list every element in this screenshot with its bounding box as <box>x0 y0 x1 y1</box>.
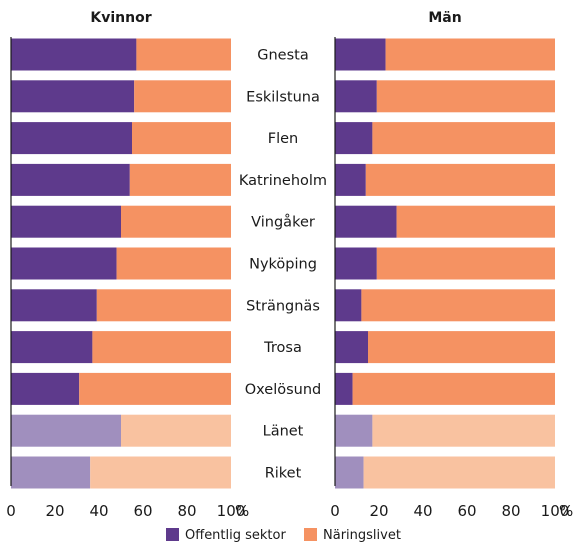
legend-swatch-naringslivet <box>304 528 317 541</box>
bar-men-offentlig-9 <box>335 414 373 447</box>
bar-women-naringsliv-7 <box>92 331 232 364</box>
bar-men-offentlig-4 <box>335 205 397 238</box>
bar-women-naringsliv-2 <box>132 122 231 155</box>
bar-men-offentlig-1 <box>335 80 377 113</box>
bar-women-naringsliv-3 <box>129 163 231 196</box>
tick-label-men-100: 100 <box>541 502 570 520</box>
category-label-2: Flen <box>268 131 298 147</box>
tick-label-women-20: 20 <box>45 502 64 520</box>
tick-label-men-20: 20 <box>369 502 388 520</box>
bar-women-offentlig-1 <box>11 80 135 113</box>
bar-men-naringsliv-1 <box>376 80 555 113</box>
bar-women-naringsliv-10 <box>90 456 231 489</box>
tick-label-men-80: 80 <box>501 502 520 520</box>
bar-women-offentlig-9 <box>11 414 121 447</box>
tick-label-men-40: 40 <box>413 502 432 520</box>
bar-women-offentlig-6 <box>11 289 97 322</box>
plot-area: 0 20 40 60 80 100% 0 20 40 60 80 100% Gnesta Eskilstu… <box>6 37 573 520</box>
bar-men-naringsliv-7 <box>368 331 555 364</box>
category-label-4: Vingåker <box>251 214 315 231</box>
bar-women-offentlig-7 <box>11 331 93 364</box>
bar-women-offentlig-4 <box>11 205 121 238</box>
bar-men-offentlig-7 <box>335 331 368 364</box>
category-label-10: Riket <box>265 466 302 482</box>
bar-men-naringsliv-9 <box>372 414 555 447</box>
bar-men-offentlig-6 <box>335 289 362 322</box>
bar-men-naringsliv-4 <box>396 205 555 238</box>
category-label-0: Gnesta <box>257 48 308 64</box>
bar-women-offentlig-10 <box>11 456 91 489</box>
category-label-8: Oxelösund <box>245 382 322 398</box>
bar-men-offentlig-0 <box>335 38 386 71</box>
bar-women-offentlig-3 <box>11 163 130 196</box>
legend-label-naringslivet: Näringslivet <box>323 528 401 543</box>
bar-men-offentlig-3 <box>335 163 366 196</box>
bar-women-naringsliv-6 <box>96 289 231 322</box>
category-label-1: Eskilstuna <box>246 89 320 105</box>
tick-unit-women: % <box>235 502 249 520</box>
tick-label-women-40: 40 <box>89 502 108 520</box>
tick-unit-men: % <box>559 502 573 520</box>
bar-men-naringsliv-2 <box>372 122 555 155</box>
tick-label-women-0: 0 <box>6 502 16 520</box>
legend: Offentlig sektor Näringslivet <box>166 528 401 543</box>
bar-women-offentlig-8 <box>11 372 80 405</box>
bar-men-offentlig-10 <box>335 456 364 489</box>
tick-label-men-0: 0 <box>330 502 340 520</box>
tick-label-women-100: 100 <box>217 502 246 520</box>
bar-men-offentlig-5 <box>335 247 377 280</box>
bar-women-naringsliv-4 <box>121 205 231 238</box>
bar-women-naringsliv-0 <box>136 38 231 71</box>
bar-women-offentlig-5 <box>11 247 117 280</box>
bar-women-offentlig-0 <box>11 38 137 71</box>
category-label-5: Nyköping <box>249 257 317 273</box>
legend-label-offentlig-sektor: Offentlig sektor <box>185 528 286 543</box>
legend-swatch-offentlig-sektor <box>166 528 179 541</box>
tick-label-women-60: 60 <box>133 502 152 520</box>
bar-women-naringsliv-9 <box>121 414 231 447</box>
category-label-7: Trosa <box>263 340 302 356</box>
bar-men-offentlig-2 <box>335 122 373 155</box>
bar-women-naringsliv-8 <box>79 372 231 405</box>
bar-men-offentlig-8 <box>335 372 353 405</box>
category-label-6: Strängnäs <box>246 298 320 314</box>
bar-men-naringsliv-3 <box>365 163 555 196</box>
bar-men-naringsliv-6 <box>361 289 555 322</box>
bar-men-naringsliv-0 <box>385 38 555 71</box>
tick-label-women-80: 80 <box>177 502 196 520</box>
bar-men-naringsliv-5 <box>376 247 555 280</box>
category-label-3: Katrineholm <box>239 173 327 189</box>
category-label-9: Länet <box>263 424 304 440</box>
bar-men-naringsliv-10 <box>363 456 555 489</box>
panel-title-men: Män <box>428 10 461 26</box>
bar-women-offentlig-2 <box>11 122 132 155</box>
tick-label-men-60: 60 <box>457 502 476 520</box>
bar-women-naringsliv-1 <box>134 80 231 113</box>
bar-men-naringsliv-8 <box>352 372 555 405</box>
bar-women-naringsliv-5 <box>116 247 231 280</box>
panel-title-women: Kvinnor <box>90 10 151 26</box>
